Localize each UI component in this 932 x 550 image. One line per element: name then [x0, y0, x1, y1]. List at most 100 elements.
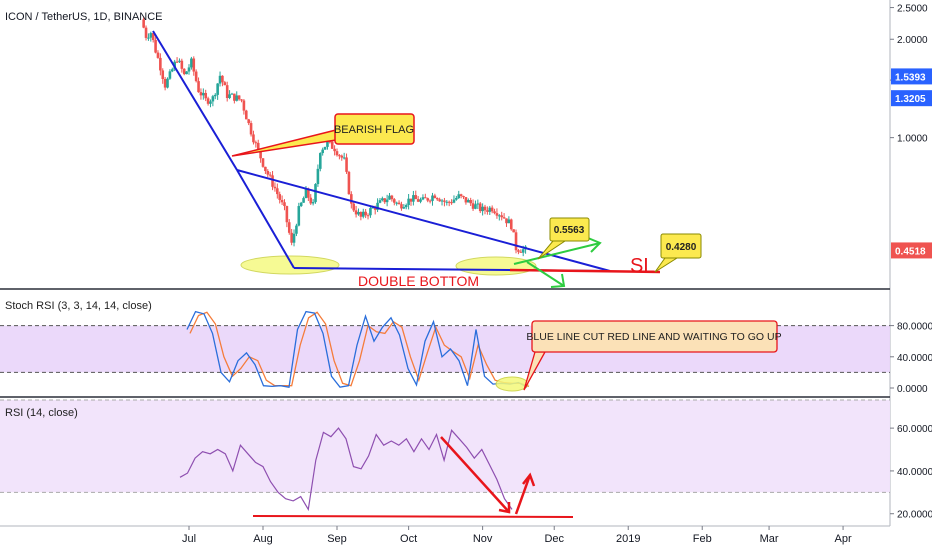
- stoch-tick-label: 40.0000: [897, 353, 932, 364]
- candle-up: [476, 203, 480, 205]
- candle-down: [194, 71, 198, 82]
- candle-down: [352, 203, 356, 211]
- rsi-downtrend-arrow[interactable]: [440, 436, 510, 513]
- candle-up: [209, 101, 212, 104]
- candle-down: [259, 149, 262, 159]
- x-tick-label: Aug: [253, 533, 273, 545]
- candle-up: [166, 78, 169, 88]
- candle-up: [168, 71, 172, 79]
- candle-up: [187, 67, 191, 72]
- candle-up: [321, 149, 324, 154]
- x-tick-label: Sep: [327, 533, 347, 545]
- candle-down: [328, 141, 332, 143]
- candle-down: [206, 98, 210, 104]
- trendline-drop[interactable]: [236, 169, 295, 269]
- double-bottom-label: DOUBLE BOTTOM: [358, 273, 479, 289]
- candle-down: [244, 110, 248, 120]
- price-tick-label: 2.5000: [897, 4, 928, 15]
- candle-up: [235, 95, 239, 101]
- candle-up: [178, 60, 181, 62]
- stoch-tick-label: 0.0000: [897, 384, 928, 395]
- sl-callout[interactable]: [660, 233, 702, 259]
- rsi-label: RSI (14, close): [5, 407, 78, 419]
- down-scenario-arrow: [526, 261, 565, 287]
- trendline-flagpole[interactable]: [152, 30, 238, 171]
- candle-up: [299, 202, 303, 207]
- candle-up: [316, 168, 320, 185]
- candle-up: [230, 93, 234, 95]
- stoch-note-text: BLUE LINE CUT RED LINE AND WAITING TO GO…: [526, 331, 781, 343]
- candle-down: [254, 142, 258, 144]
- candle-down: [249, 123, 253, 135]
- candle-down: [287, 222, 291, 233]
- candle-down: [180, 60, 184, 69]
- candle-down: [307, 188, 310, 198]
- rsi-support-line[interactable]: [252, 515, 574, 518]
- stoch-axis[interactable]: 80.0000 40.0000 0.0000: [890, 322, 932, 395]
- candle-up: [342, 157, 346, 159]
- candle-up: [170, 69, 174, 72]
- candle-down: [159, 57, 162, 71]
- candle-down: [225, 85, 229, 99]
- rsi-tick-label: 60.0000: [897, 424, 932, 435]
- candle-down: [450, 202, 453, 204]
- candle-up: [302, 198, 305, 203]
- candle-up: [455, 197, 458, 200]
- candle-down: [335, 151, 339, 156]
- double-bottom-ellipse-left: [240, 255, 340, 275]
- stoch-k-line: [186, 310, 528, 388]
- up-scenario-arrow: [513, 255, 548, 265]
- rsi-band: [0, 400, 890, 493]
- x-tick-label: Mar: [760, 533, 779, 545]
- time-axis[interactable]: Jul Aug Sep Oct Nov Dec 2019 Feb Mar Apr: [182, 526, 852, 545]
- candle-down: [271, 175, 274, 187]
- price-tick-label: 1.0000: [897, 134, 928, 145]
- candle-down: [333, 148, 336, 152]
- candle-down: [261, 158, 265, 167]
- candle-down: [438, 199, 441, 202]
- candle-up: [304, 188, 308, 199]
- support-line[interactable]: [509, 268, 661, 274]
- trendline-descending[interactable]: [236, 169, 611, 272]
- candle-down: [156, 52, 160, 58]
- candle-down: [486, 210, 489, 212]
- candle-down: [192, 58, 196, 72]
- candle-up: [323, 146, 327, 150]
- candle-down: [359, 212, 363, 217]
- candle-down: [447, 201, 451, 203]
- candle-down: [347, 171, 351, 195]
- stoch-d-line: [189, 311, 530, 388]
- candle-up: [402, 207, 406, 209]
- candle-up: [385, 199, 389, 203]
- candle-up: [371, 207, 375, 209]
- candle-up: [326, 141, 329, 147]
- candle-up: [211, 96, 215, 102]
- candle-up: [388, 195, 391, 200]
- rsi-up-arrow: [514, 474, 532, 515]
- candle-down: [221, 75, 224, 83]
- stoch-cross-ellipse: [495, 376, 529, 392]
- candle-down: [426, 198, 430, 201]
- candle-down: [223, 82, 227, 86]
- candle-down: [290, 232, 293, 243]
- stoch-note-callout[interactable]: [531, 320, 778, 353]
- candle-down: [435, 198, 439, 200]
- price-badge: [891, 90, 932, 107]
- candle-down: [383, 198, 387, 203]
- bearish-flag-callout[interactable]: [334, 113, 415, 145]
- candle-down: [364, 211, 367, 216]
- rsi-axis[interactable]: 60.0000 40.0000 20.0000: [890, 424, 932, 521]
- candle-up: [295, 225, 298, 234]
- target-callout[interactable]: [549, 217, 590, 242]
- candle-down: [373, 207, 377, 210]
- candle-down: [464, 197, 468, 203]
- candle-down: [424, 197, 427, 199]
- candle-down: [414, 195, 418, 200]
- candle-down: [240, 99, 243, 101]
- x-tick-label: Jul: [182, 533, 196, 545]
- candle-down: [285, 206, 289, 223]
- candle-down: [483, 206, 487, 211]
- candle-down: [338, 155, 341, 157]
- candle-down: [428, 200, 432, 202]
